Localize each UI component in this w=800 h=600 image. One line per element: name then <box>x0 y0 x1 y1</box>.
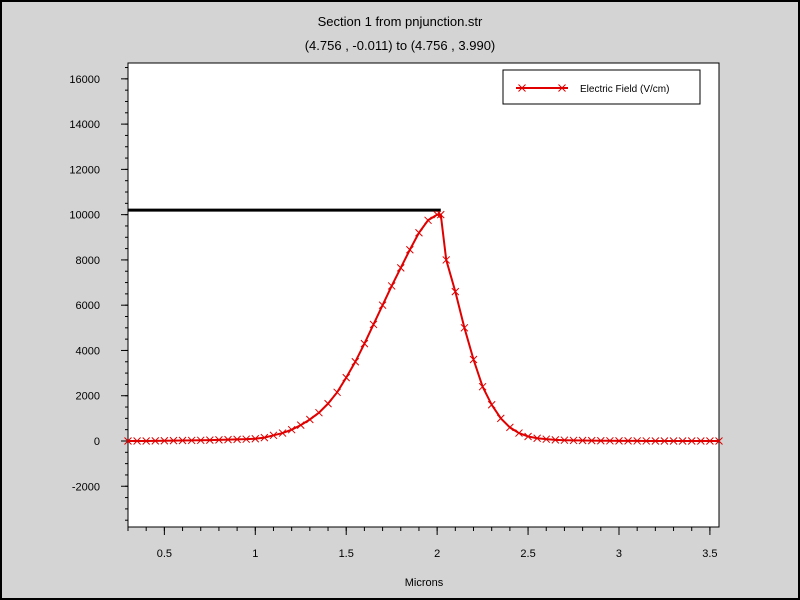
data-point-marker <box>151 437 160 445</box>
data-point-marker <box>460 323 469 332</box>
data-point-marker <box>524 432 532 441</box>
data-point-marker <box>478 382 487 391</box>
y-tick-label: 6000 <box>76 300 100 312</box>
y-tick-label: 10000 <box>69 210 100 222</box>
data-point-marker <box>696 437 705 445</box>
data-point-marker <box>578 436 587 445</box>
data-point-marker <box>606 436 614 445</box>
data-point-marker <box>560 436 569 445</box>
data-point-marker <box>196 436 205 445</box>
y-tick-label: 12000 <box>69 164 100 176</box>
legend: Electric Field (V/cm) <box>502 69 701 105</box>
legend-marker <box>558 84 566 92</box>
data-point-marker <box>469 355 478 364</box>
data-point-marker <box>424 216 432 225</box>
data-point-marker <box>533 434 542 443</box>
data-point-marker <box>269 431 278 440</box>
y-tick-label: 16000 <box>69 74 100 86</box>
data-point-marker <box>160 436 169 445</box>
data-point-marker <box>287 425 296 434</box>
y-tick-label: 2000 <box>76 391 100 403</box>
data-point-marker <box>587 436 596 445</box>
x-tick-label: 3 <box>616 548 622 560</box>
data-point-marker <box>187 436 196 445</box>
data-point-marker <box>369 320 378 329</box>
data-point-marker <box>324 399 332 408</box>
data-point-marker <box>224 435 232 444</box>
x-tick-label: 1.5 <box>339 548 354 560</box>
x-tick-label: 2.5 <box>520 548 535 560</box>
data-point-marker <box>260 433 269 442</box>
data-point-marker <box>251 434 260 443</box>
chart-title: Section 1 from pnjunction.str <box>317 14 483 29</box>
x-tick-label: 3.5 <box>702 548 717 560</box>
data-point-marker <box>396 263 405 272</box>
data-point-marker <box>651 437 660 445</box>
y-axis: 16000 14000 12000 10000 8000 6000 4000 2000 0 -20… <box>69 67 128 521</box>
chart-subtitle: (4.756 , -0.011) to (4.756 , 3.990) <box>304 38 496 53</box>
data-point-marker <box>415 228 423 237</box>
data-point-marker <box>351 357 360 366</box>
data-point-marker <box>687 437 696 445</box>
data-point-marker <box>215 436 223 444</box>
x-tick-label: 2 <box>434 548 440 560</box>
y-tick-label: 8000 <box>76 255 100 267</box>
data-point-marker <box>487 400 496 409</box>
y-tick-label: 0 <box>94 436 100 448</box>
legend-entry-label: Electric Field (V/cm) <box>580 84 669 95</box>
data-point-marker <box>333 388 341 397</box>
data-point-marker <box>406 245 414 254</box>
y-tick-label: 14000 <box>69 119 100 131</box>
legend-swatch-markers <box>518 84 566 92</box>
data-point-marker <box>133 437 141 445</box>
data-point-marker <box>615 437 623 445</box>
data-point-marker <box>624 437 632 445</box>
data-point-marker <box>387 282 396 290</box>
data-point-marker <box>233 435 241 444</box>
plot-area <box>127 62 720 528</box>
data-point-marker <box>678 437 687 445</box>
data-point-marker <box>305 415 314 424</box>
x-tick-label: 1 <box>252 548 258 560</box>
data-point-marker <box>515 429 523 437</box>
data-point-marker <box>124 437 132 445</box>
x-axis-label: Microns <box>404 577 444 589</box>
data-point-marker <box>715 437 723 445</box>
data-point-marker <box>378 301 387 310</box>
data-point-marker <box>436 210 445 219</box>
data-point-marker <box>242 435 251 444</box>
data-point-marker <box>551 436 560 444</box>
data-point-marker <box>278 429 287 437</box>
data-point-marker <box>596 436 605 445</box>
data-point-marker <box>315 408 323 417</box>
data-point-marker <box>169 436 178 445</box>
data-point-marker <box>569 436 578 445</box>
data-point-marker <box>633 437 642 445</box>
y-tick-label: -2000 <box>72 481 100 493</box>
data-point-marker <box>342 373 351 382</box>
data-point-marker <box>360 339 369 348</box>
x-axis: 0.5 1 1.5 2 2.5 3 3.5 <box>127 527 718 560</box>
data-point-marker <box>205 436 214 444</box>
data-point-marker <box>642 437 651 445</box>
legend-marker <box>518 84 526 92</box>
series-markers <box>124 210 723 445</box>
data-point-marker <box>706 437 714 445</box>
data-point-marker <box>660 437 669 445</box>
data-point-marker <box>296 421 305 429</box>
data-point-marker <box>178 436 187 445</box>
data-point-marker <box>442 256 451 264</box>
data-point-marker <box>669 437 678 445</box>
x-tick-label: 0.5 <box>157 548 172 560</box>
data-point-marker <box>542 435 551 444</box>
data-point-marker <box>496 414 505 423</box>
data-point-marker <box>142 437 151 445</box>
data-point-marker <box>433 210 441 219</box>
data-point-marker <box>451 287 460 296</box>
data-point-marker <box>506 423 514 432</box>
y-tick-label: 4000 <box>76 345 100 357</box>
